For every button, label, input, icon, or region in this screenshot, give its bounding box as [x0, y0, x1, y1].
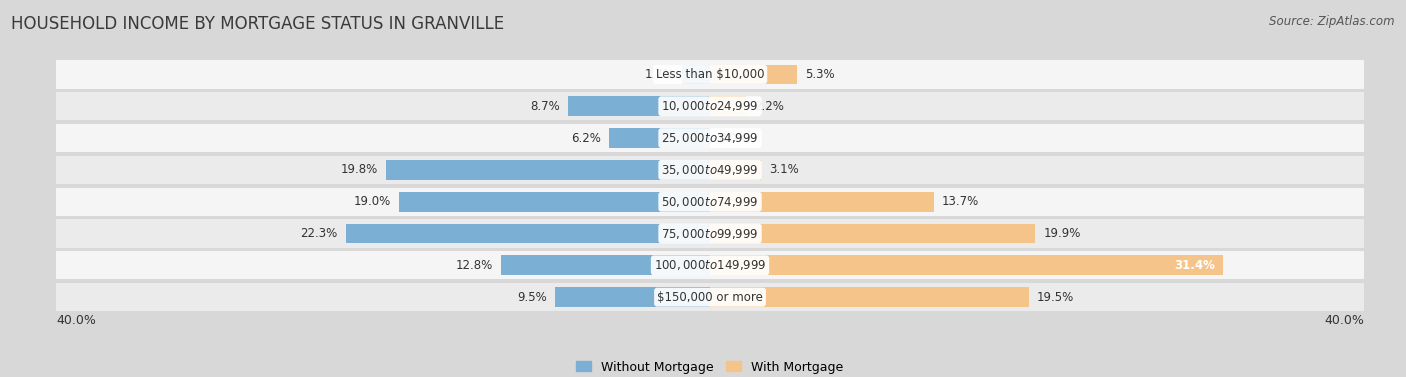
Text: $75,000 to $99,999: $75,000 to $99,999 [661, 227, 759, 241]
Text: $35,000 to $49,999: $35,000 to $49,999 [661, 163, 759, 177]
Bar [682, 64, 710, 84]
Bar [710, 160, 761, 180]
Bar [56, 156, 1364, 184]
Bar [501, 256, 710, 275]
Text: 31.4%: 31.4% [1174, 259, 1215, 272]
Bar [56, 188, 1364, 216]
Bar [56, 251, 1364, 279]
Legend: Without Mortgage, With Mortgage: Without Mortgage, With Mortgage [571, 356, 849, 377]
Text: $150,000 or more: $150,000 or more [657, 291, 763, 304]
Bar [710, 64, 797, 84]
Text: 19.9%: 19.9% [1043, 227, 1081, 240]
Bar [710, 192, 934, 211]
Text: 19.8%: 19.8% [342, 163, 378, 176]
Text: $25,000 to $34,999: $25,000 to $34,999 [661, 131, 759, 145]
Bar [710, 287, 1029, 307]
Bar [56, 92, 1364, 120]
Text: 2.2%: 2.2% [754, 100, 785, 113]
Text: 6.2%: 6.2% [571, 132, 600, 145]
Text: 13.7%: 13.7% [942, 195, 980, 208]
Text: $10,000 to $24,999: $10,000 to $24,999 [661, 99, 759, 113]
Bar [555, 287, 710, 307]
Text: 8.7%: 8.7% [530, 100, 560, 113]
Text: 22.3%: 22.3% [299, 227, 337, 240]
Bar [710, 256, 1223, 275]
Text: 19.0%: 19.0% [354, 195, 391, 208]
Bar [387, 160, 710, 180]
Text: 19.5%: 19.5% [1038, 291, 1074, 304]
Bar [710, 224, 1035, 244]
Text: 0.0%: 0.0% [718, 132, 748, 145]
Text: 40.0%: 40.0% [56, 314, 96, 326]
Text: 5.3%: 5.3% [804, 68, 834, 81]
Bar [346, 224, 710, 244]
Bar [56, 219, 1364, 248]
Text: 3.1%: 3.1% [769, 163, 799, 176]
Text: Less than $10,000: Less than $10,000 [655, 68, 765, 81]
Bar [56, 60, 1364, 89]
Bar [399, 192, 710, 211]
Text: Source: ZipAtlas.com: Source: ZipAtlas.com [1270, 15, 1395, 28]
Bar [568, 97, 710, 116]
Bar [56, 124, 1364, 152]
Bar [56, 283, 1364, 311]
Bar [710, 97, 747, 116]
Text: $50,000 to $74,999: $50,000 to $74,999 [661, 195, 759, 209]
Text: 1.7%: 1.7% [644, 68, 673, 81]
Text: HOUSEHOLD INCOME BY MORTGAGE STATUS IN GRANVILLE: HOUSEHOLD INCOME BY MORTGAGE STATUS IN G… [11, 15, 505, 33]
Bar [609, 128, 710, 148]
Text: $100,000 to $149,999: $100,000 to $149,999 [654, 258, 766, 272]
Text: 9.5%: 9.5% [517, 291, 547, 304]
Text: 12.8%: 12.8% [456, 259, 492, 272]
Text: 40.0%: 40.0% [1324, 314, 1364, 326]
